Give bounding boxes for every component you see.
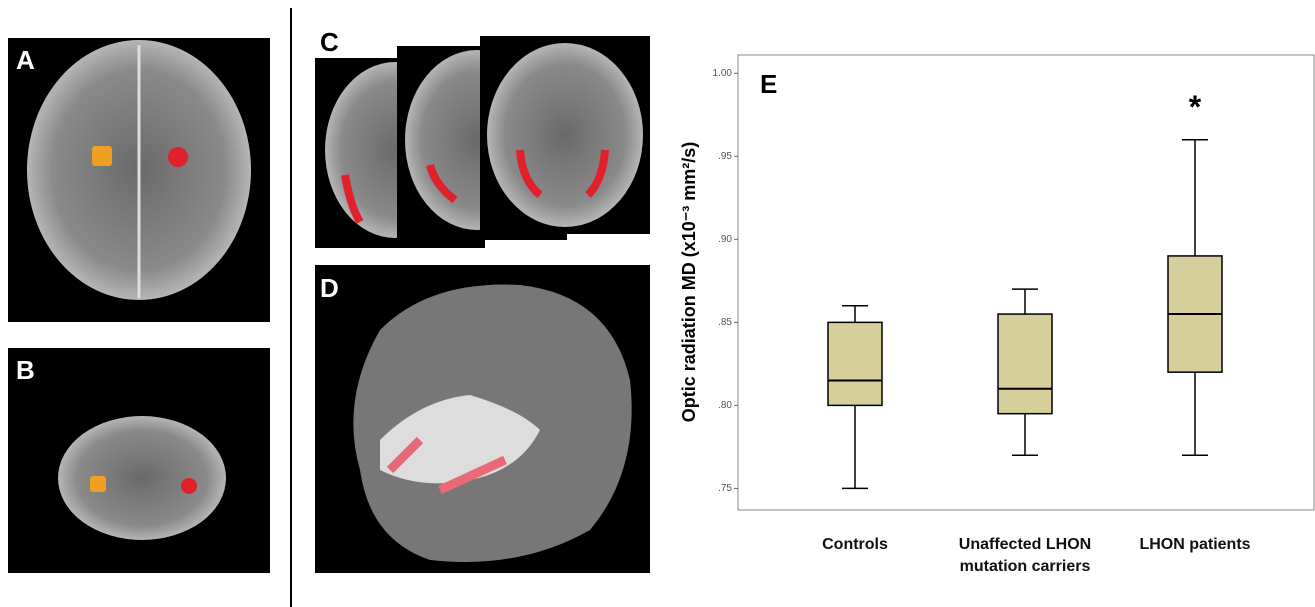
panel-label: A	[16, 45, 35, 75]
annotation: *	[1189, 89, 1202, 125]
box	[998, 314, 1052, 414]
y-tick-label: 1.00	[713, 68, 733, 79]
panel-label: E	[760, 69, 777, 99]
roi-marker	[92, 146, 112, 166]
brain	[487, 43, 643, 227]
y-tick-label: .95	[718, 151, 732, 162]
roi-marker	[90, 476, 106, 492]
y-tick-label: .85	[718, 317, 732, 328]
panel-label: C	[320, 27, 339, 57]
figure: A B C D E Optic radiation MD (x10⁻³ mm²/…	[0, 0, 1315, 607]
panel-label: B	[16, 355, 35, 385]
y-tick-label: .90	[718, 234, 732, 245]
roi-marker	[181, 478, 197, 494]
box	[828, 322, 882, 405]
x-tick-label: LHON patients	[1095, 534, 1295, 556]
roi-marker	[168, 147, 188, 167]
figure-canvas: A B C D E Optic radiation MD (x10⁻³ mm²/…	[0, 0, 1315, 607]
brain	[58, 416, 226, 540]
plot-area	[738, 55, 1314, 510]
panel-label: D	[320, 273, 339, 303]
y-axis-label: Optic radiation MD (x10⁻³ mm²/s)	[679, 142, 699, 423]
y-tick-label: .75	[718, 483, 732, 494]
y-tick-label: .80	[718, 400, 732, 411]
